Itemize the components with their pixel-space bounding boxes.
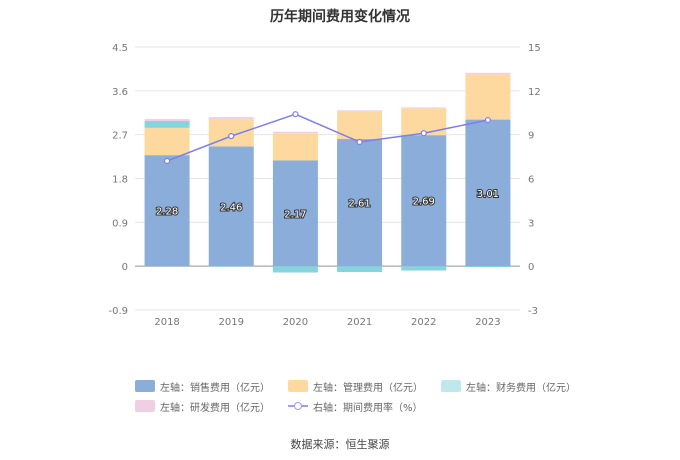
bar-sales-2021 (337, 139, 383, 267)
legend-item-admin[interactable]: 左轴：管理费用（亿元） (288, 379, 423, 394)
legend-label-rate: 右轴：期间费用率（%） (313, 402, 423, 414)
bar-sales-2022 (401, 135, 447, 267)
bar-admin-2023 (465, 74, 511, 120)
data-source: 数据来源：恒生聚源 (290, 438, 390, 451)
bar-finance-2020 (272, 266, 318, 273)
chart-title: 历年期间费用变化情况 (270, 9, 410, 25)
bar-rd-2023 (465, 72, 511, 75)
expense-rate-point (228, 133, 235, 140)
legend-label-admin: 左轴：管理费用（亿元） (313, 382, 423, 394)
expense-rate-point (420, 130, 427, 137)
bar-rd-2021 (337, 110, 383, 112)
legend-swatch-sales (135, 380, 155, 392)
bar-finance-2019 (208, 266, 254, 267)
legend-item-rd[interactable]: 左轴：研发费用（亿元） (135, 399, 270, 414)
expense-rate-point (356, 138, 363, 146)
expense-rate-point (292, 111, 299, 118)
bar-layer: 2.28 2.46 2.17 2.61 2.69 3.01 (144, 72, 511, 273)
left-tick-label: 0.9 (112, 218, 128, 229)
right-tick-label: 0 (528, 262, 534, 273)
x-tick-label: 2019 (219, 317, 244, 328)
bar-value-label: 2.61 (348, 199, 370, 210)
bar-value-label: 2.28 (156, 207, 178, 218)
axis-labels: 4.5 15 3.6 12 2.7 9 1.8 6 0.9 3 0 0 -0.9 -3 2018 2019 20… (108, 43, 540, 328)
legend-label-rd: 左轴：研发费用（亿元） (160, 402, 270, 414)
legend-item-rate[interactable]: 右轴：期间费用率（%） (288, 399, 423, 414)
bar-value-label: 2.17 (284, 209, 306, 220)
legend-item-finance[interactable]: 左轴：财务费用（亿元） (441, 379, 576, 394)
right-tick-label: 15 (528, 43, 541, 54)
bar-sales-2023 (465, 119, 511, 267)
bar-sales-2018 (144, 155, 190, 267)
legend-swatch-admin (288, 380, 308, 392)
grid-lines (135, 46, 520, 311)
legend-swatch-rate (288, 400, 308, 412)
left-tick-label: -0.9 (108, 306, 128, 317)
x-tick-label: 2022 (411, 317, 436, 328)
legend: 左轴：销售费用（亿元） 左轴：管理费用（亿元） 左轴：财务费用（亿元） 左轴：研… (135, 376, 576, 416)
expense-rate-point (163, 157, 171, 165)
bar-finance-2018 (144, 121, 190, 128)
bar-sales-2019 (208, 146, 254, 267)
legend-swatch-rd (135, 400, 155, 412)
x-tick-label: 2021 (347, 317, 372, 328)
right-tick-label: 3 (528, 218, 534, 229)
left-tick-label: 1.8 (112, 175, 128, 186)
x-tick-label: 2023 (475, 317, 500, 328)
x-tick-label: 2020 (283, 317, 308, 328)
bar-finance-2021 (337, 266, 383, 273)
bar-admin-2018 (144, 127, 190, 156)
legend-label-sales: 左轴：销售费用（亿元） (160, 382, 270, 394)
bar-rd-2020 (272, 131, 318, 134)
right-tick-label: 9 (528, 131, 534, 142)
left-tick-label: 0 (122, 262, 128, 273)
bar-admin-2020 (272, 133, 318, 161)
right-tick-label: 6 (528, 175, 534, 186)
bar-rd-2019 (208, 117, 254, 120)
bar-rd-2018 (144, 119, 190, 122)
left-tick-label: 2.7 (112, 131, 128, 142)
bar-value-label: 3.01 (477, 189, 499, 200)
right-tick-label: -3 (528, 306, 538, 317)
expense-rate-line (166, 113, 489, 162)
bar-value-label: 2.69 (413, 197, 435, 208)
legend-item-sales[interactable]: 左轴：销售费用（亿元） (135, 379, 270, 394)
left-tick-label: 4.5 (112, 43, 128, 54)
left-tick-label: 3.6 (112, 87, 128, 98)
bar-sales-2020 (272, 160, 318, 267)
legend-swatch-finance (441, 380, 461, 392)
expense-rate-point (484, 116, 492, 124)
legend-label-finance: 左轴：财务费用（亿元） (466, 382, 576, 394)
x-tick-label: 2018 (154, 317, 179, 328)
bar-value-label: 2.46 (220, 202, 242, 213)
bar-admin-2021 (337, 111, 383, 140)
bar-finance-2023 (465, 266, 511, 268)
right-tick-label: 12 (528, 87, 541, 98)
bar-rd-2022 (401, 107, 447, 109)
bar-finance-2022 (401, 266, 447, 271)
line-layer (163, 111, 492, 165)
